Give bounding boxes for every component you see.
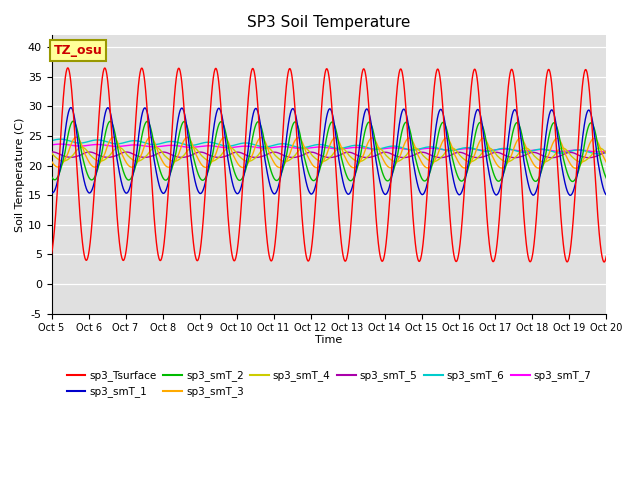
Y-axis label: Soil Temperature (C): Soil Temperature (C) <box>15 117 25 232</box>
Title: SP3 Soil Temperature: SP3 Soil Temperature <box>247 15 411 30</box>
Text: TZ_osu: TZ_osu <box>54 44 102 57</box>
Legend: sp3_Tsurface, sp3_smT_1, sp3_smT_2, sp3_smT_3, sp3_smT_4, sp3_smT_5, sp3_smT_6, : sp3_Tsurface, sp3_smT_1, sp3_smT_2, sp3_… <box>63 366 596 401</box>
X-axis label: Time: Time <box>316 335 342 345</box>
